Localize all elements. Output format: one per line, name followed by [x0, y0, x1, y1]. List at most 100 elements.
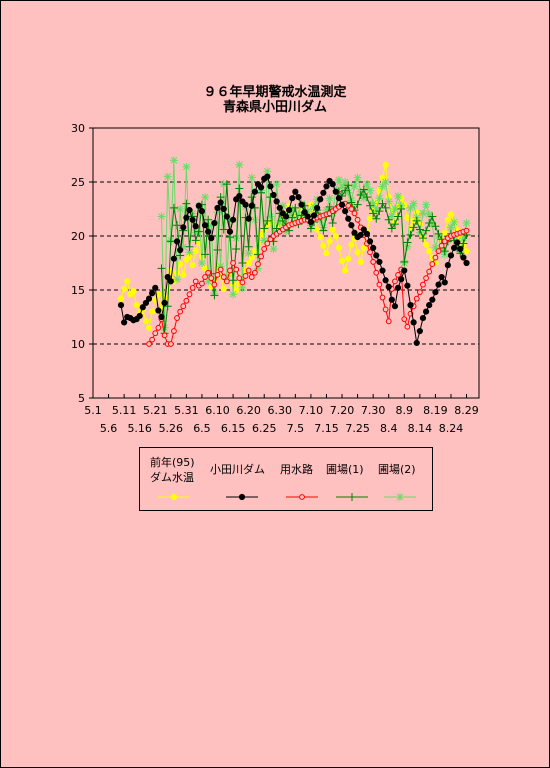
series-0-point: [463, 248, 470, 255]
series-1-point: [460, 254, 467, 261]
series-1-point: [357, 231, 364, 239]
series-0-point: [142, 318, 150, 325]
series-1-point: [242, 201, 249, 208]
series-2-point: [205, 269, 212, 276]
legend-label-prev-year-line1: 前年(95): [150, 456, 195, 469]
series-0-point: [183, 256, 190, 263]
legend-label-canal: 用水路: [280, 463, 313, 476]
series-1-point: [398, 276, 405, 283]
x-tick-label-row2-6: 7.5: [287, 422, 305, 435]
series-2-point: [161, 332, 168, 339]
series-3-point: [409, 223, 418, 232]
legend-marker-3: [348, 493, 356, 501]
series-1-point: [289, 195, 296, 202]
series-2-point: [202, 274, 208, 280]
series-0-point: [338, 257, 346, 264]
series-1-point: [136, 312, 143, 320]
x-tick-label-row1-12: 8.29: [454, 404, 479, 417]
x-tick-label-row2-2: 5.26: [159, 422, 184, 435]
series-3-point: [403, 238, 412, 247]
series-1-point: [186, 206, 193, 214]
series-2-point: [463, 227, 470, 234]
series-0-point: [323, 250, 330, 257]
series-2-point: [217, 266, 224, 273]
series-1-point: [211, 219, 218, 227]
series-4-point: [334, 175, 343, 184]
series-3-point: [434, 229, 443, 238]
series-0-point: [245, 259, 252, 267]
series-1-point: [332, 188, 339, 195]
series-4-point: [422, 200, 431, 209]
series-1-point: [463, 259, 470, 267]
x-tick-label-row1-1: 5.11: [112, 404, 137, 417]
series-1-point: [416, 327, 423, 335]
series-1-point: [192, 223, 199, 230]
series-4-point: [325, 194, 334, 203]
series-3-point: [347, 198, 356, 207]
series-1-point: [447, 252, 455, 259]
series-2-point: [261, 246, 268, 252]
series-3-point: [263, 216, 272, 225]
x-tick-label-row2-5: 6.25: [252, 422, 277, 435]
series-3-point: [418, 234, 427, 243]
x-tick-label-row2-8: 7.25: [345, 422, 370, 435]
series-2-point: [251, 269, 258, 276]
x-tick-label-row1-9: 7.30: [361, 404, 386, 417]
series-2-point: [426, 268, 433, 275]
series-4-point: [418, 209, 427, 218]
series-1-point: [220, 205, 227, 213]
series-1-point: [382, 277, 389, 284]
series-0-point: [426, 248, 433, 255]
series-4-point: [462, 219, 471, 228]
series-3-point: [440, 247, 449, 256]
series-2: [146, 200, 470, 347]
series-2-point: [379, 294, 386, 301]
series-4-point: [272, 180, 281, 189]
series-2-point: [230, 260, 236, 266]
series-1-point: [177, 246, 184, 254]
x-tick-label-row1-8: 7.20: [330, 404, 355, 417]
series-3-point: [191, 236, 200, 245]
legend-marker-0: [170, 493, 178, 501]
series-2-point: [248, 274, 255, 280]
series-0-point: [444, 216, 451, 223]
series-1-point: [223, 213, 230, 220]
y-tick-label-1: 10: [71, 338, 85, 351]
series-3-point: [222, 180, 231, 189]
series-3-point: [201, 250, 210, 259]
series-3-point: [341, 186, 350, 195]
series-2-point: [245, 267, 252, 274]
series-0-point: [177, 260, 184, 268]
series-2-point: [438, 242, 445, 249]
legend-markers: [158, 493, 416, 501]
series-1-point: [314, 204, 321, 212]
series-4-point: [437, 246, 446, 255]
series-1-point: [273, 198, 280, 205]
series-1-point: [139, 304, 146, 311]
series-4-point: [409, 199, 418, 208]
series-4-point: [204, 277, 213, 286]
series-1-point: [245, 215, 252, 222]
series-4-point: [191, 228, 200, 237]
series-0-point: [360, 244, 367, 251]
x-tick-label-row2-0: 5.6: [100, 422, 118, 435]
series-2-point: [382, 306, 389, 313]
series-2-point: [220, 274, 227, 280]
series-1-point: [335, 195, 343, 202]
series-4-point: [201, 193, 210, 202]
series-4-point: [359, 194, 368, 203]
series-1-point: [388, 296, 395, 303]
series-4-point: [344, 188, 353, 197]
series-4-point: [425, 210, 434, 219]
series-0-point: [366, 215, 374, 222]
series-4-point: [375, 194, 384, 203]
x-tick-label-row1-2: 5.21: [143, 404, 168, 417]
series-0-point: [335, 244, 343, 251]
series-1-point: [394, 284, 402, 291]
series-1-point: [295, 194, 302, 201]
series-1-point: [152, 284, 159, 291]
series-0-point: [379, 174, 386, 181]
series-1-point: [307, 218, 315, 226]
series-3-point: [260, 224, 269, 233]
series-1-point: [419, 314, 427, 322]
